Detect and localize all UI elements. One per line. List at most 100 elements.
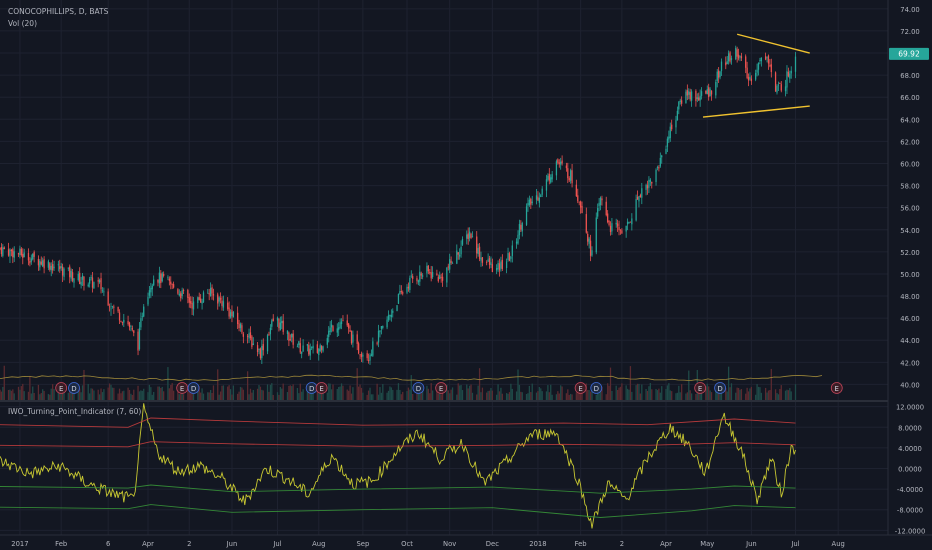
volume-bar [685,393,687,401]
volume-bar [477,385,479,401]
volume-legend[interactable]: Vol (20) [8,19,37,28]
candle-body [318,349,320,356]
candle-body [49,263,51,270]
candle-body [427,265,429,272]
volume-bar [397,383,400,401]
price-tick-label: 66.00 [900,94,919,102]
volume-bar [447,390,449,401]
candle-body [138,328,141,350]
volume-bar [659,392,661,401]
volume-bar [218,394,220,401]
candle-body [100,278,102,290]
volume-bar [681,384,683,401]
candle-body [417,280,420,283]
volume-bar [718,389,720,401]
volume-bar [201,388,203,401]
candle-body [690,91,693,101]
candle-body [789,73,791,79]
candle-body [50,265,52,271]
volume-bar [161,386,163,401]
volume-bar [362,392,364,401]
candle-body [219,298,222,300]
candle-body [143,306,145,317]
candle-body [774,72,777,92]
candle-body [171,283,173,285]
candle-body [320,346,323,350]
symbol-title[interactable]: CONOCOPHILLIPS, D, BATS [8,7,109,16]
volume-bar [789,388,791,401]
volume-bar [409,389,411,401]
volume-bar [108,383,111,401]
time-tick-label: Jul [790,540,799,548]
event-marker-label: D [416,385,421,393]
candle-body [42,260,44,267]
price-candles[interactable] [0,45,797,365]
candle-body [461,238,464,245]
candle-body [93,282,95,289]
candle-body [436,273,438,276]
candle-body [629,221,632,223]
candle-body [538,197,540,203]
candle-body [262,344,264,351]
candle-body [113,306,115,308]
volume-bar [451,387,454,401]
candle-body [131,328,133,330]
volume-bar [422,388,424,401]
candle-body [207,292,209,294]
volume-bar [292,384,294,401]
candle-body [547,175,549,180]
candle-body [525,206,528,225]
indicator-lines[interactable] [0,403,796,529]
candle-body [770,64,772,73]
indicator-tick-label: 8.0000 [898,424,922,432]
candle-body [412,276,414,279]
candle-body [402,292,404,294]
volume-bar [332,384,334,401]
volume-bar [248,394,250,401]
volume-bar [103,389,105,401]
band-line [0,504,796,518]
price-tick-label: 46.00 [900,315,919,323]
event-marker-circle [68,382,80,394]
time-axis[interactable] [0,536,932,550]
candle-body [47,261,50,268]
volume-bar [750,386,753,401]
price-axis[interactable] [888,0,932,535]
earnings-marker: E [694,382,707,394]
candle-body [555,161,558,176]
indicator-legend[interactable]: IWO_Turning_Point_Indicator (7, 60) [8,407,141,416]
volume-bar [570,393,572,401]
volume-bar [410,375,412,401]
volume-bar [416,388,418,401]
volume-bar [242,389,244,401]
volume-bar [547,385,549,401]
volume-bar [239,386,242,401]
candle-body [369,355,371,361]
volume-bar [23,391,25,401]
candle-body [659,157,661,167]
volume-bar [171,383,173,401]
trendlines[interactable] [702,33,810,118]
indicator-tick-label: -8.0000 [897,507,923,515]
candle-body [197,297,199,304]
dividend-marker: D [714,382,726,394]
band-line [0,441,796,448]
time-tick-label: Feb [575,540,587,548]
candle-body [39,260,41,268]
volume-bar [326,392,328,401]
volume-bar [561,386,563,401]
price-tick-label: 68.00 [900,72,919,80]
band-line [0,417,796,428]
volume-bar [429,393,431,401]
candle-body [661,155,663,158]
volume-bar [730,383,733,401]
candle-body [153,279,155,286]
candle-body [599,197,602,205]
volume-bar [737,387,740,401]
volume-bar [571,394,573,401]
candle-body [764,56,767,60]
volume-bar [645,388,647,401]
volume-bar [350,393,353,401]
